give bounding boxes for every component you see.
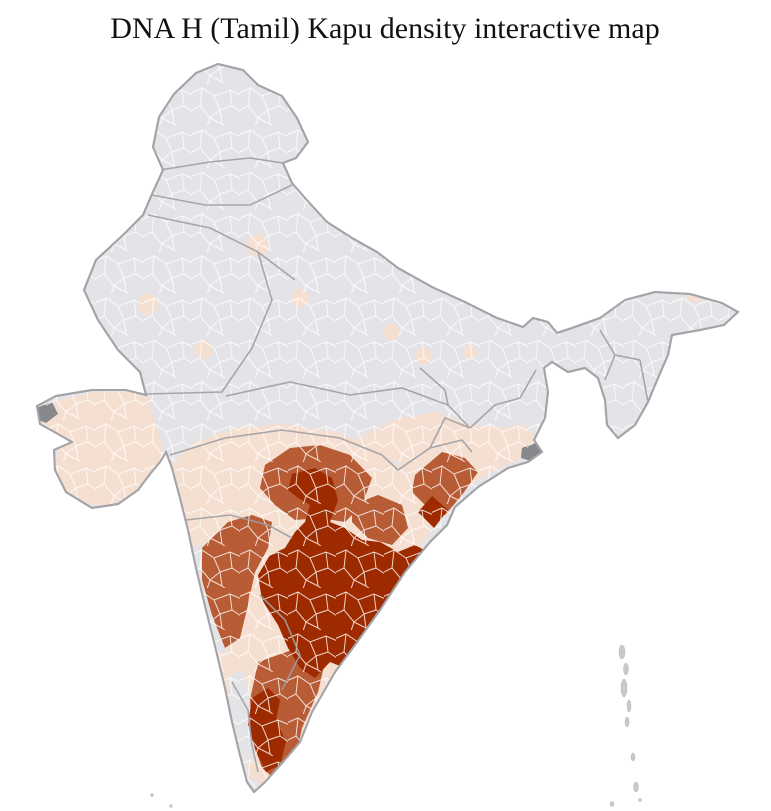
country-outline (35, 62, 740, 794)
island[interactable] (623, 662, 629, 676)
island[interactable] (630, 752, 636, 762)
density-layers[interactable] (30, 55, 750, 811)
island[interactable] (618, 644, 626, 660)
island[interactable] (633, 781, 639, 793)
andaman-islands[interactable] (150, 644, 642, 808)
island[interactable] (609, 801, 615, 807)
map-canvas[interactable] (30, 55, 750, 811)
page-title: DNA H (Tamil) Kapu density interactive m… (110, 12, 659, 45)
island[interactable] (638, 798, 642, 802)
state-boundaries (145, 157, 649, 773)
island[interactable] (150, 793, 154, 797)
island[interactable] (624, 716, 630, 728)
district-mesh-overlay (37, 64, 738, 792)
island[interactable] (620, 678, 628, 698)
island[interactable] (169, 804, 173, 808)
island[interactable] (626, 699, 632, 713)
